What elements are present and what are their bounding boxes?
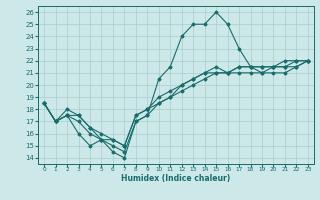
X-axis label: Humidex (Indice chaleur): Humidex (Indice chaleur) — [121, 174, 231, 183]
